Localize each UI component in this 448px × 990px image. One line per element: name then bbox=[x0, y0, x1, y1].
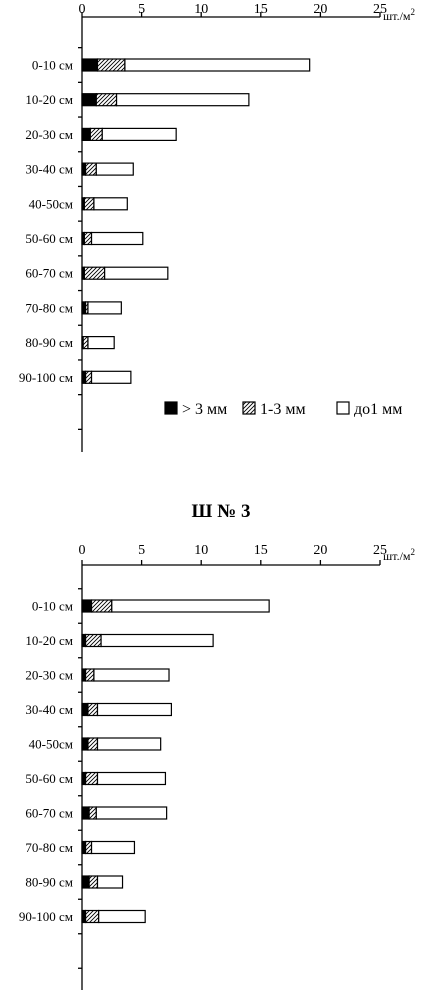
category-label: 10-20 см bbox=[25, 633, 73, 648]
bar-segment-solid bbox=[81, 93, 97, 107]
legend-swatch-solid bbox=[164, 401, 178, 415]
bar-segment-open bbox=[104, 266, 169, 280]
bar-segment-hatch bbox=[89, 127, 103, 141]
category-label: 60-70 см bbox=[25, 266, 73, 281]
bar-segment-solid bbox=[81, 127, 91, 141]
x-tick-label: 25 bbox=[373, 2, 387, 17]
bar-segment-hatch bbox=[87, 737, 99, 751]
bar-segment-hatch bbox=[88, 875, 99, 889]
bar-segment-open bbox=[90, 840, 136, 855]
x-tick-label: 10 bbox=[194, 543, 208, 558]
legend-label: > 3 мм bbox=[182, 401, 227, 418]
bar-segment-solid bbox=[81, 875, 90, 889]
x-tick-label: 5 bbox=[138, 543, 145, 558]
category-label: 90-100 см bbox=[19, 909, 73, 924]
bar-segment-hatch bbox=[95, 93, 118, 107]
bar-segment-open bbox=[115, 93, 250, 107]
chart-title: Ш № 3 bbox=[192, 501, 251, 522]
bar-segment-hatch bbox=[96, 58, 126, 72]
bar-segment-open bbox=[96, 702, 173, 717]
x-tick-label: 20 bbox=[313, 543, 327, 558]
bar-segment-open bbox=[87, 336, 115, 350]
x-tick-label: 15 bbox=[254, 2, 268, 17]
bar-segment-hatch bbox=[84, 668, 95, 682]
bar-segment-hatch bbox=[84, 370, 93, 384]
bar-segment-open bbox=[93, 668, 170, 682]
category-label: 80-90 см bbox=[25, 335, 73, 350]
category-label: 30-40 см bbox=[25, 162, 73, 177]
x-tick-label: 25 bbox=[373, 543, 387, 558]
category-label: 50-60 см bbox=[25, 231, 73, 246]
bar-segment-open bbox=[101, 127, 177, 141]
bar-segment-open bbox=[100, 633, 214, 648]
category-label: 90-100 см bbox=[19, 370, 73, 385]
bar-segment-hatch bbox=[83, 231, 93, 246]
bar-segment-hatch bbox=[83, 266, 106, 280]
x-unit-label: шт./м2 bbox=[383, 547, 415, 563]
legend-label: до1 мм bbox=[354, 401, 402, 418]
bar-segment-solid bbox=[81, 737, 89, 751]
category-label: 40-50см bbox=[29, 737, 73, 752]
bar-segment-open bbox=[111, 599, 270, 613]
bar-segment-hatch bbox=[83, 197, 95, 211]
bar-segment-open bbox=[93, 197, 128, 211]
x-tick-label: 0 bbox=[79, 2, 86, 17]
category-label: 0-10 см bbox=[32, 599, 73, 614]
legend-swatch-open bbox=[336, 401, 350, 415]
x-unit-label: шт./м2 bbox=[383, 7, 415, 23]
bar-segment-open bbox=[96, 771, 167, 786]
bar-segment-hatch bbox=[84, 840, 93, 855]
legend-label: 1-3 мм bbox=[260, 401, 306, 418]
category-label: 30-40 см bbox=[25, 702, 73, 717]
bar-segment-solid bbox=[81, 702, 89, 717]
x-unit-superscript: 2 bbox=[411, 547, 416, 557]
bar-segment-hatch bbox=[84, 909, 100, 924]
bar-segment-open bbox=[90, 370, 132, 384]
bar-segment-open bbox=[96, 875, 124, 889]
category-label: 50-60 см bbox=[25, 771, 73, 786]
x-tick-label: 0 bbox=[79, 543, 86, 558]
bar-segment-hatch bbox=[90, 599, 113, 613]
bar-segment-open bbox=[87, 301, 122, 315]
x-tick-label: 15 bbox=[254, 543, 268, 558]
category-label: 20-30 см bbox=[25, 127, 73, 142]
legend: > 3 мм 1-3 мм до1 мм bbox=[164, 401, 402, 418]
bar-segment-hatch bbox=[87, 702, 99, 717]
category-label: 70-80 см bbox=[25, 840, 73, 855]
category-label: 40-50см bbox=[29, 196, 73, 211]
category-label: 0-10 см bbox=[32, 58, 73, 73]
bar-segment-hatch bbox=[82, 336, 89, 350]
category-label: 60-70 см bbox=[25, 806, 73, 821]
bar-segment-open bbox=[124, 58, 311, 72]
bar-segment-hatch bbox=[84, 633, 102, 648]
x-tick-label: 5 bbox=[138, 2, 145, 17]
bar-segment-open bbox=[95, 162, 134, 176]
bar-segment-solid bbox=[81, 58, 99, 72]
category-label: 80-90 см bbox=[25, 875, 73, 890]
bar-segment-open bbox=[98, 909, 146, 924]
bar-segment-open bbox=[95, 806, 168, 820]
x-tick-label: 10 bbox=[194, 2, 208, 17]
legend-swatch-hatch bbox=[242, 401, 256, 415]
bar-segment-hatch bbox=[88, 806, 97, 820]
category-label: 20-30 см bbox=[25, 668, 73, 683]
bar-segment-solid bbox=[81, 806, 90, 820]
bar-segment-solid bbox=[81, 599, 93, 613]
bar-segment-hatch bbox=[84, 162, 97, 176]
bar-segment-open bbox=[96, 737, 162, 751]
x-unit-superscript: 2 bbox=[411, 7, 416, 17]
bar-segment-open bbox=[90, 231, 144, 246]
category-label: 70-80 см bbox=[25, 300, 73, 315]
bar-segment-hatch bbox=[84, 771, 99, 786]
x-tick-label: 20 bbox=[313, 2, 327, 17]
category-label: 10-20 см bbox=[25, 92, 73, 107]
